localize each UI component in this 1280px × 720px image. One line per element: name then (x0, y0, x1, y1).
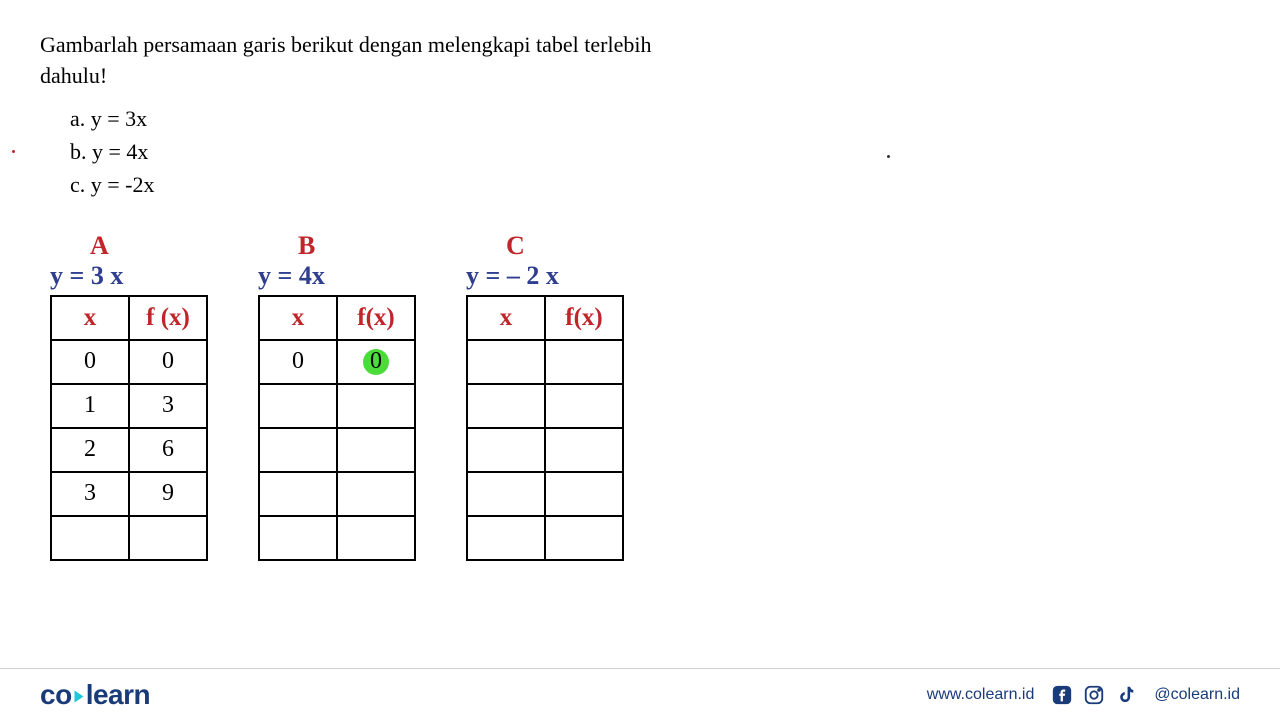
tiktok-icon (1114, 683, 1138, 707)
logo-co: co (40, 679, 72, 710)
table-c: x f(x) (466, 295, 624, 561)
table-letter-a: A (90, 231, 208, 261)
table-letter-b: B (298, 231, 416, 261)
col-header-x: x (259, 296, 337, 340)
decorative-dot (12, 150, 15, 153)
question-prompt: Gambarlah persamaan garis berikut dengan… (40, 30, 660, 92)
cell (129, 516, 207, 560)
cell (337, 516, 415, 560)
cell (337, 472, 415, 516)
brand-logo: colearn (40, 679, 150, 711)
cell: 0 (51, 340, 129, 384)
col-header-fx: f(x) (337, 296, 415, 340)
table-b: x f(x) 0 0 (258, 295, 416, 561)
cell (467, 428, 545, 472)
cell (337, 428, 415, 472)
table-block-a: A y = 3 x x f (x) 00 13 26 39 (50, 231, 208, 561)
table-letter-c: C (506, 231, 624, 261)
cell (259, 516, 337, 560)
table-block-c: C y = – 2 x x f(x) (466, 231, 624, 561)
cell: 1 (51, 384, 129, 428)
cell: 3 (51, 472, 129, 516)
col-header-fx: f(x) (545, 296, 623, 340)
cell (467, 340, 545, 384)
cell-highlighted: 0 (337, 340, 415, 384)
col-header-x: x (467, 296, 545, 340)
cell (467, 472, 545, 516)
table-equation-a: y = 3 x (50, 261, 208, 291)
cell (467, 384, 545, 428)
instagram-icon (1082, 683, 1106, 707)
option-b: b. y = 4x (70, 135, 1240, 168)
logo-learn: learn (86, 679, 150, 710)
cell: 2 (51, 428, 129, 472)
cell: 9 (129, 472, 207, 516)
table-equation-b: y = 4x (258, 261, 416, 291)
logo-arrow-icon (74, 690, 83, 702)
cell (259, 428, 337, 472)
cell-value: 0 (370, 348, 382, 374)
option-a: a. y = 3x (70, 102, 1240, 135)
cell: 6 (129, 428, 207, 472)
options-list: a. y = 3x b. y = 4x c. y = -2x (40, 102, 1240, 201)
cell (337, 384, 415, 428)
table-equation-c: y = – 2 x (466, 261, 624, 291)
cell (259, 384, 337, 428)
col-header-fx: f (x) (129, 296, 207, 340)
facebook-icon (1050, 683, 1074, 707)
social-icons (1050, 683, 1138, 707)
cell (51, 516, 129, 560)
content-area: Gambarlah persamaan garis berikut dengan… (0, 0, 1280, 591)
cell (545, 384, 623, 428)
tables-container: A y = 3 x x f (x) 00 13 26 39 B y = 4x x (40, 231, 1240, 561)
cell: 0 (129, 340, 207, 384)
table-block-b: B y = 4x x f(x) 0 0 (258, 231, 416, 561)
cell: 0 (259, 340, 337, 384)
cell: 3 (129, 384, 207, 428)
col-header-x: x (51, 296, 129, 340)
table-a: x f (x) 00 13 26 39 (50, 295, 208, 561)
cell (545, 472, 623, 516)
cell (467, 516, 545, 560)
cell (545, 428, 623, 472)
site-url: www.colearn.id (927, 686, 1035, 704)
footer-right: www.colearn.id @colearn.id (927, 683, 1240, 707)
cell (545, 516, 623, 560)
option-c: c. y = -2x (70, 168, 1240, 201)
cell (545, 340, 623, 384)
decorative-dot (887, 155, 890, 158)
footer-bar: colearn www.colearn.id @colearn.id (0, 668, 1280, 720)
cell (259, 472, 337, 516)
social-handle: @colearn.id (1154, 686, 1240, 704)
